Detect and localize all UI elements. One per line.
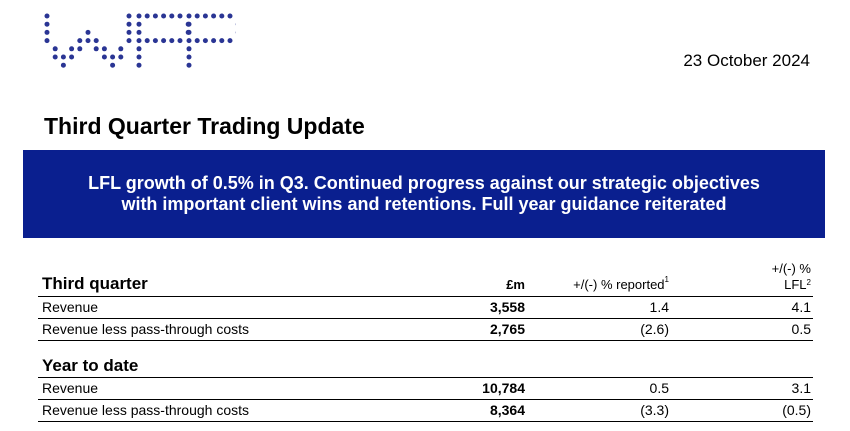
section-spacer <box>38 341 813 355</box>
banner-line-2: with important client wins and retention… <box>121 194 727 214</box>
row-value-gbp: 2,765 <box>489 321 525 337</box>
row-value-lfl: 0.5 <box>791 321 811 337</box>
row-value-gbp: 8,364 <box>489 402 525 418</box>
wpp-logo <box>44 13 236 68</box>
column-header-lfl-line2: LFL <box>784 277 807 292</box>
section-heading-third-quarter: Third quarter <box>42 274 148 293</box>
row-value-lfl: 3.1 <box>791 380 811 396</box>
row-label: Revenue <box>42 380 99 396</box>
row-value-reported: (3.3) <box>640 402 669 418</box>
row-value-gbp: 10,784 <box>482 380 525 396</box>
footnote-1: 1 <box>664 275 669 284</box>
row-value-reported: 0.5 <box>649 380 669 396</box>
column-header-reported-text: +/(-) % reported <box>573 277 665 292</box>
table-row: Revenue less pass-through costs 2,765 (2… <box>38 319 813 341</box>
row-label: Revenue less pass-through costs <box>42 402 249 418</box>
row-label: Revenue <box>42 299 99 315</box>
table-row: Revenue 10,784 0.5 3.1 <box>38 378 813 400</box>
row-value-lfl: (0.5) <box>782 402 811 418</box>
column-header-reported: +/(-) % reported1 <box>573 275 669 292</box>
table-row: Revenue 3,558 1.4 4.1 <box>38 297 813 319</box>
row-label: Revenue less pass-through costs <box>42 321 249 337</box>
column-header-gbp: £m <box>506 277 525 292</box>
row-value-reported: (2.6) <box>640 321 669 337</box>
document-date: 23 October 2024 <box>683 51 810 70</box>
row-value-lfl: 4.1 <box>791 299 811 315</box>
row-value-reported: 1.4 <box>649 299 669 315</box>
section-heading-year-to-date: Year to date <box>42 356 139 375</box>
headline-banner: LFL growth of 0.5% in Q3. Continued prog… <box>23 150 825 238</box>
column-header-lfl-line1: +/(-) % <box>771 261 811 276</box>
page-title: Third Quarter Trading Update <box>44 113 365 139</box>
section-heading-row: Year to date <box>38 355 813 378</box>
column-header-lfl: +/(-) % LFL2 <box>772 261 811 293</box>
table-header-row: Third quarter £m +/(-) % reported1 +/(-)… <box>38 255 813 297</box>
banner-line-1: LFL growth of 0.5% in Q3. Continued prog… <box>88 173 760 193</box>
table-row: Revenue less pass-through costs 8,364 (3… <box>38 400 813 422</box>
row-value-gbp: 3,558 <box>489 299 525 315</box>
footnote-2: 2 <box>806 278 811 287</box>
results-table: Third quarter £m +/(-) % reported1 +/(-)… <box>38 255 813 422</box>
